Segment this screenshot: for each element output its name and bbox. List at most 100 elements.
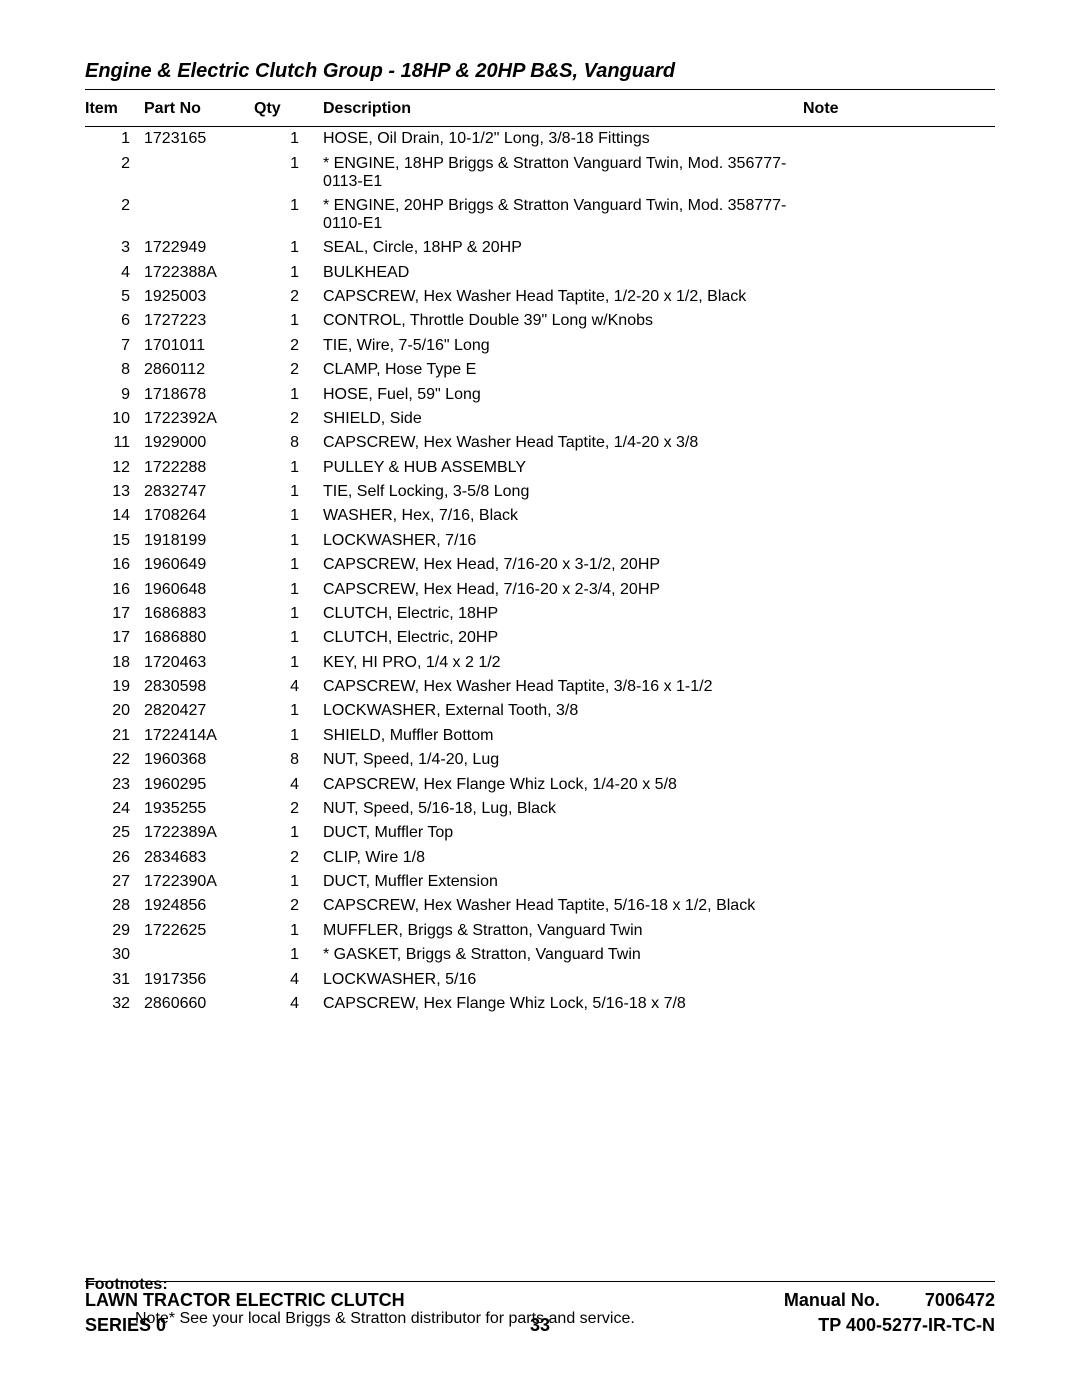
section-title: Engine & Electric Clutch Group - 18HP & … bbox=[85, 60, 995, 90]
cell-partno: 1708264 bbox=[144, 504, 254, 528]
cell-partno: 1701011 bbox=[144, 334, 254, 358]
cell-qty: 1 bbox=[254, 577, 323, 601]
cell-partno: 2860112 bbox=[144, 358, 254, 382]
cell-item: 31 bbox=[85, 967, 144, 991]
cell-description: CLIP, Wire 1/8 bbox=[323, 846, 803, 870]
cell-item: 22 bbox=[85, 748, 144, 772]
cell-qty: 1 bbox=[254, 919, 323, 943]
cell-qty: 2 bbox=[254, 797, 323, 821]
cell-qty: 4 bbox=[254, 992, 323, 1016]
cell-note bbox=[803, 675, 995, 699]
cell-note bbox=[803, 261, 995, 285]
cell-partno: 1722388A bbox=[144, 261, 254, 285]
parts-table: Item Part No Qty Description Note 117231… bbox=[85, 94, 995, 1016]
cell-item: 5 bbox=[85, 285, 144, 309]
cell-partno: 1918199 bbox=[144, 529, 254, 553]
table-row: 1716868801CLUTCH, Electric, 20HP bbox=[85, 626, 995, 650]
footer-right-1: Manual No. 7006472 bbox=[784, 1288, 995, 1312]
cell-description: BULKHEAD bbox=[323, 261, 803, 285]
table-row: 117231651HOSE, Oil Drain, 10-1/2" Long, … bbox=[85, 127, 995, 152]
cell-qty: 4 bbox=[254, 967, 323, 991]
table-row: 2319602954CAPSCREW, Hex Flange Whiz Lock… bbox=[85, 772, 995, 796]
cell-partno: 1686880 bbox=[144, 626, 254, 650]
cell-partno: 1960649 bbox=[144, 553, 254, 577]
cell-partno: 1935255 bbox=[144, 797, 254, 821]
table-row: 251722389A1DUCT, Muffler Top bbox=[85, 821, 995, 845]
cell-description: CAPSCREW, Hex Flange Whiz Lock, 1/4-20 x… bbox=[323, 772, 803, 796]
cell-partno: 1722392A bbox=[144, 407, 254, 431]
cell-description: CLUTCH, Electric, 18HP bbox=[323, 602, 803, 626]
table-row: 2628346832CLIP, Wire 1/8 bbox=[85, 846, 995, 870]
cell-description: SHIELD, Muffler Bottom bbox=[323, 724, 803, 748]
cell-note bbox=[803, 334, 995, 358]
cell-item: 11 bbox=[85, 431, 144, 455]
cell-note bbox=[803, 577, 995, 601]
cell-item: 13 bbox=[85, 480, 144, 504]
cell-note bbox=[803, 194, 995, 236]
cell-item: 23 bbox=[85, 772, 144, 796]
cell-note bbox=[803, 919, 995, 943]
cell-item: 3 bbox=[85, 236, 144, 260]
cell-partno: 1722288 bbox=[144, 456, 254, 480]
cell-qty: 1 bbox=[254, 529, 323, 553]
cell-partno: 2820427 bbox=[144, 699, 254, 723]
cell-qty: 2 bbox=[254, 285, 323, 309]
cell-item: 17 bbox=[85, 626, 144, 650]
cell-description: NUT, Speed, 1/4-20, Lug bbox=[323, 748, 803, 772]
cell-qty: 1 bbox=[254, 127, 323, 152]
cell-item: 6 bbox=[85, 309, 144, 333]
table-row: 2819248562CAPSCREW, Hex Washer Head Tapt… bbox=[85, 894, 995, 918]
cell-note bbox=[803, 602, 995, 626]
cell-note bbox=[803, 772, 995, 796]
table-row: 301* GASKET, Briggs & Stratton, Vanguard… bbox=[85, 943, 995, 967]
cell-qty: 1 bbox=[254, 943, 323, 967]
cell-description: CAPSCREW, Hex Flange Whiz Lock, 5/16-18 … bbox=[323, 992, 803, 1016]
cell-description: * ENGINE, 18HP Briggs & Stratton Vanguar… bbox=[323, 151, 803, 193]
cell-note bbox=[803, 748, 995, 772]
table-row: 1716868831CLUTCH, Electric, 18HP bbox=[85, 602, 995, 626]
cell-note bbox=[803, 382, 995, 406]
cell-item: 1 bbox=[85, 127, 144, 152]
table-row: 41722388A1BULKHEAD bbox=[85, 261, 995, 285]
cell-partno: 2830598 bbox=[144, 675, 254, 699]
cell-item: 12 bbox=[85, 456, 144, 480]
cell-qty: 2 bbox=[254, 334, 323, 358]
cell-note bbox=[803, 967, 995, 991]
cell-description: SHIELD, Side bbox=[323, 407, 803, 431]
cell-note bbox=[803, 846, 995, 870]
cell-note bbox=[803, 407, 995, 431]
cell-description: MUFFLER, Briggs & Stratton, Vanguard Twi… bbox=[323, 919, 803, 943]
cell-qty: 1 bbox=[254, 724, 323, 748]
cell-item: 20 bbox=[85, 699, 144, 723]
table-row: 2917226251MUFFLER, Briggs & Stratton, Va… bbox=[85, 919, 995, 943]
cell-item: 17 bbox=[85, 602, 144, 626]
header-item: Item bbox=[85, 94, 144, 127]
cell-qty: 8 bbox=[254, 748, 323, 772]
cell-description: HOSE, Oil Drain, 10-1/2" Long, 3/8-18 Fi… bbox=[323, 127, 803, 152]
cell-partno: 1722390A bbox=[144, 870, 254, 894]
cell-item: 19 bbox=[85, 675, 144, 699]
cell-note bbox=[803, 529, 995, 553]
cell-description: TIE, Wire, 7-5/16" Long bbox=[323, 334, 803, 358]
cell-qty: 1 bbox=[254, 236, 323, 260]
cell-note bbox=[803, 127, 995, 152]
table-row: 1619606481CAPSCREW, Hex Head, 7/16-20 x … bbox=[85, 577, 995, 601]
table-row: 211722414A1SHIELD, Muffler Bottom bbox=[85, 724, 995, 748]
table-row: 1119290008CAPSCREW, Hex Washer Head Tapt… bbox=[85, 431, 995, 455]
cell-partno bbox=[144, 943, 254, 967]
cell-qty: 1 bbox=[254, 456, 323, 480]
header-partno: Part No bbox=[144, 94, 254, 127]
cell-partno: 2860660 bbox=[144, 992, 254, 1016]
cell-partno: 1718678 bbox=[144, 382, 254, 406]
cell-note bbox=[803, 358, 995, 382]
cell-description: LOCKWASHER, External Tooth, 3/8 bbox=[323, 699, 803, 723]
cell-description: CAPSCREW, Hex Washer Head Taptite, 1/4-2… bbox=[323, 431, 803, 455]
cell-description: TIE, Self Locking, 3-5/8 Long bbox=[323, 480, 803, 504]
cell-note bbox=[803, 943, 995, 967]
cell-item: 26 bbox=[85, 846, 144, 870]
cell-qty: 1 bbox=[254, 699, 323, 723]
cell-note bbox=[803, 151, 995, 193]
cell-partno: 1722414A bbox=[144, 724, 254, 748]
table-row: 21* ENGINE, 18HP Briggs & Stratton Vangu… bbox=[85, 151, 995, 193]
cell-partno bbox=[144, 194, 254, 236]
